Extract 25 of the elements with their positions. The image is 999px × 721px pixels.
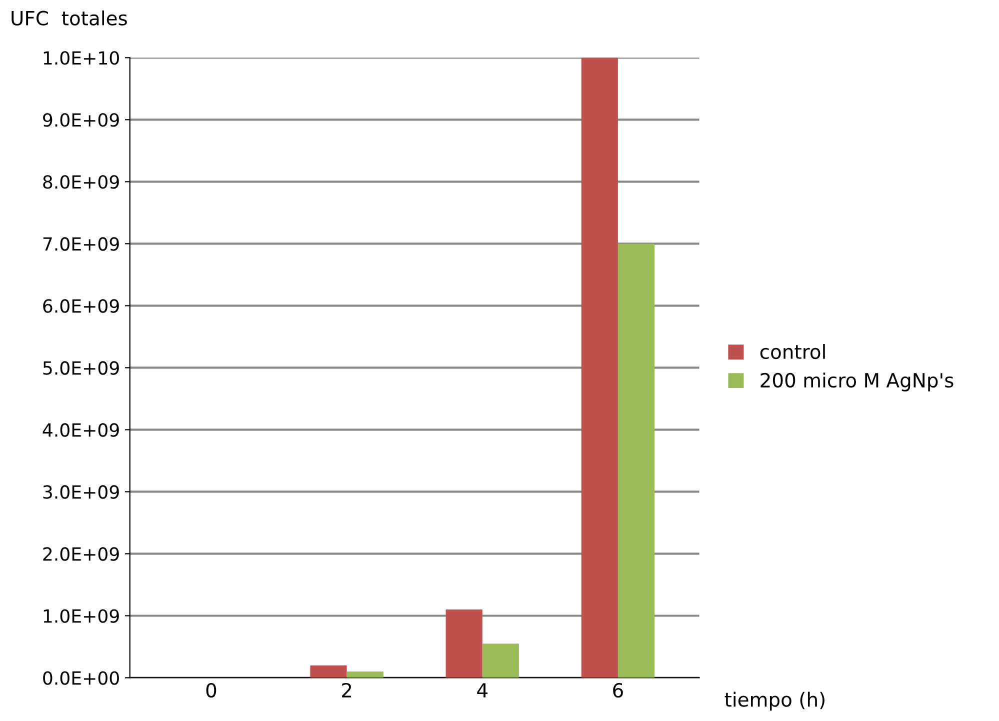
legend-label: 200 micro M AgNp's [760, 372, 954, 392]
x-axis-title: tiempo (h) [724, 692, 824, 711]
bar [446, 610, 482, 678]
x-tick-label: 2 [342, 682, 352, 698]
bar [581, 58, 618, 678]
y-tick-label: 8.0E+09 [43, 175, 119, 189]
x-tick-label: 0 [206, 682, 216, 698]
legend-label: control [760, 344, 825, 360]
y-tick-label: 7.0E+09 [43, 237, 119, 251]
bar [482, 644, 519, 678]
x-tick-label: 6 [613, 682, 623, 698]
bar [346, 672, 384, 678]
y-tick-label: 1.0E+09 [44, 609, 119, 623]
y-tick-label: 6.0E+09 [43, 299, 119, 313]
bar [310, 665, 347, 678]
x-tick-label: 4 [477, 683, 488, 698]
y-tick-label: 3.0E+09 [43, 485, 119, 499]
y-tick-label: 4.0E+09 [42, 423, 119, 437]
bar [618, 244, 655, 678]
y-tick-label: 1.0E+10 [44, 51, 119, 65]
y-axis-title: UFC totales [12, 10, 127, 26]
y-tick-label: 2.0E+09 [43, 547, 119, 561]
y-tick-label: 9.0E+09 [43, 113, 119, 127]
y-tick-label: 0.0E+00 [43, 671, 119, 685]
y-tick-label: 5.0E+09 [43, 361, 119, 375]
